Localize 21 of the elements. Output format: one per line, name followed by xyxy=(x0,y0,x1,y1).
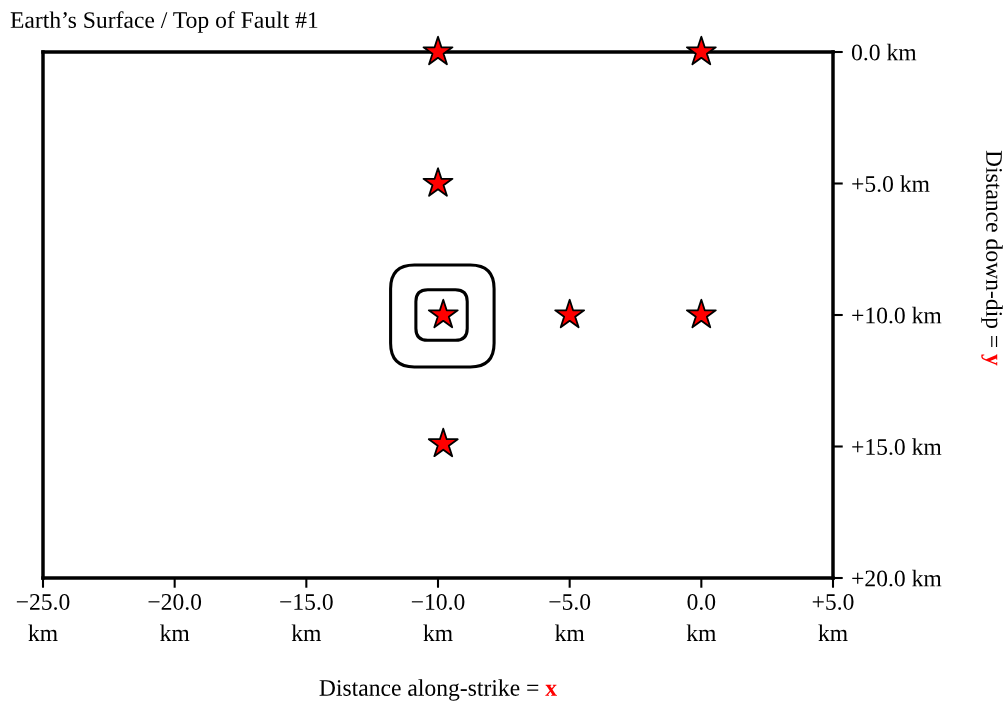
x-tick-label: −15.0 km xyxy=(280,593,333,641)
x-tick-label: −20.0 km xyxy=(148,593,202,641)
y-tick-label: +5.0 km xyxy=(852,175,930,193)
y-axis-title: Distance down-dip = y xyxy=(981,150,1003,366)
point xyxy=(427,427,459,458)
y-tick-label: +10.0 km xyxy=(852,306,942,324)
point xyxy=(422,35,454,66)
point xyxy=(685,298,717,329)
point xyxy=(685,35,717,66)
chart-title: Earth’s Surface / Top of Fault #1 xyxy=(10,11,318,33)
y-tick-label: +20.0 km xyxy=(852,569,942,587)
point xyxy=(554,298,586,329)
x-axis-title: Distance along-strike = x xyxy=(319,679,557,701)
point xyxy=(422,167,454,197)
x-tick-label: 0.0 km xyxy=(686,593,717,641)
x-tick-label: −5.0 km xyxy=(549,593,591,641)
y-tick-label: 0.0 km xyxy=(851,43,917,61)
y-tick-label: +15.0 km xyxy=(852,438,942,456)
x-tick-label: −25.0 km xyxy=(16,593,70,641)
x-tick-label: −10.0 km xyxy=(411,593,465,641)
x-tick-label: +5.0 km xyxy=(812,593,854,641)
